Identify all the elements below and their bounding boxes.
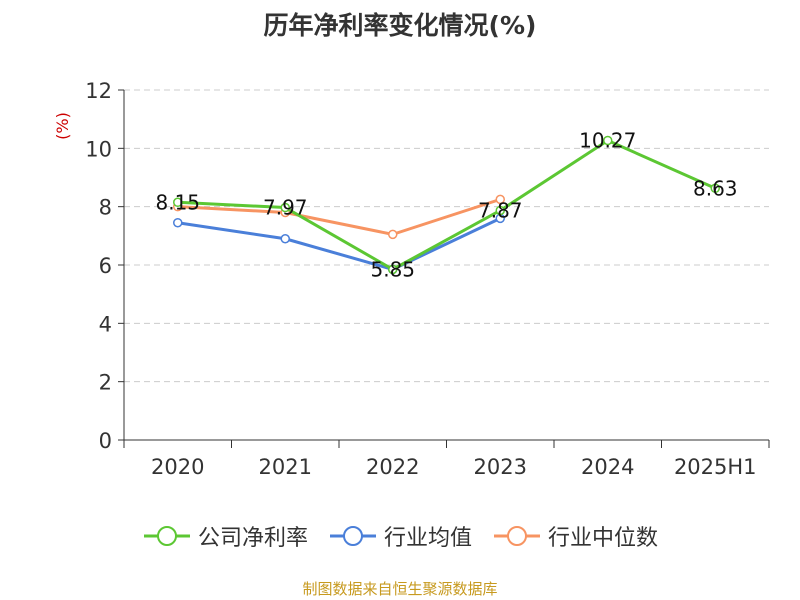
data-label: 8.15	[155, 190, 200, 214]
series-line	[177, 138, 716, 271]
data-point	[173, 217, 183, 228]
legend-label: 公司净利率	[197, 526, 308, 551]
y-tick-label: 10	[85, 137, 112, 161]
x-tick-label: 2025H1	[674, 455, 757, 479]
data-point	[280, 202, 290, 213]
legend: 公司净利率 行业均值 行业中位数	[0, 518, 800, 554]
data-point	[603, 135, 613, 146]
legend-label: 行业均值	[383, 526, 472, 551]
data-label: 8.63	[693, 176, 738, 200]
legend-swatch	[329, 526, 376, 546]
grid-lines	[124, 89, 769, 383]
x-tick-label: 2023	[474, 455, 527, 479]
data-label: 10.27	[579, 128, 636, 152]
legend-item[interactable]: 行业中位数	[492, 520, 658, 552]
y-tick-label: 0	[99, 429, 112, 453]
data-labels: 8.15 7.97 5.85 7.87 10.27 8.63	[155, 128, 737, 281]
x-tick-label: 2021	[259, 455, 312, 479]
axes: 0 2 4 6 8 10 12 2020 2021 2022 2023 2024 2025H1	[85, 79, 770, 479]
legend-item[interactable]: 公司净利率	[142, 520, 308, 552]
series-line	[177, 216, 501, 271]
legend-swatch	[494, 526, 540, 546]
chart-title: 历年净利率变化情况(%)	[263, 11, 537, 40]
data-point	[495, 205, 505, 216]
legend-swatch	[143, 526, 190, 546]
data-point	[388, 264, 398, 275]
legend-marker	[342, 526, 363, 546]
y-tick-label: 8	[99, 196, 112, 220]
data-label: 5.85	[370, 257, 415, 281]
data-label: 7.87	[478, 198, 523, 222]
series-line	[177, 197, 501, 236]
source-note: 制图数据来自恒生聚源数据库	[302, 580, 498, 598]
x-tick-label: 2022	[366, 455, 419, 479]
data-point	[495, 194, 505, 205]
legend-item[interactable]: 行业均值	[328, 520, 472, 552]
x-tick-label: 2024	[581, 455, 634, 479]
data-point	[710, 183, 720, 194]
y-axis-label: (%)	[53, 112, 72, 140]
series-lines	[173, 135, 720, 275]
y-tick-label: 4	[99, 312, 112, 336]
y-tick-label: 6	[99, 254, 112, 278]
data-point	[280, 234, 290, 244]
legend-marker	[156, 526, 177, 546]
data-point	[173, 197, 183, 208]
y-tick-label: 12	[85, 79, 112, 103]
data-label: 7.97	[263, 196, 308, 220]
x-tick-label: 2020	[151, 455, 204, 479]
legend-label: 行业中位数	[548, 526, 659, 551]
y-tick-label: 2	[99, 371, 112, 395]
data-point	[388, 229, 398, 240]
legend-marker	[507, 526, 527, 546]
